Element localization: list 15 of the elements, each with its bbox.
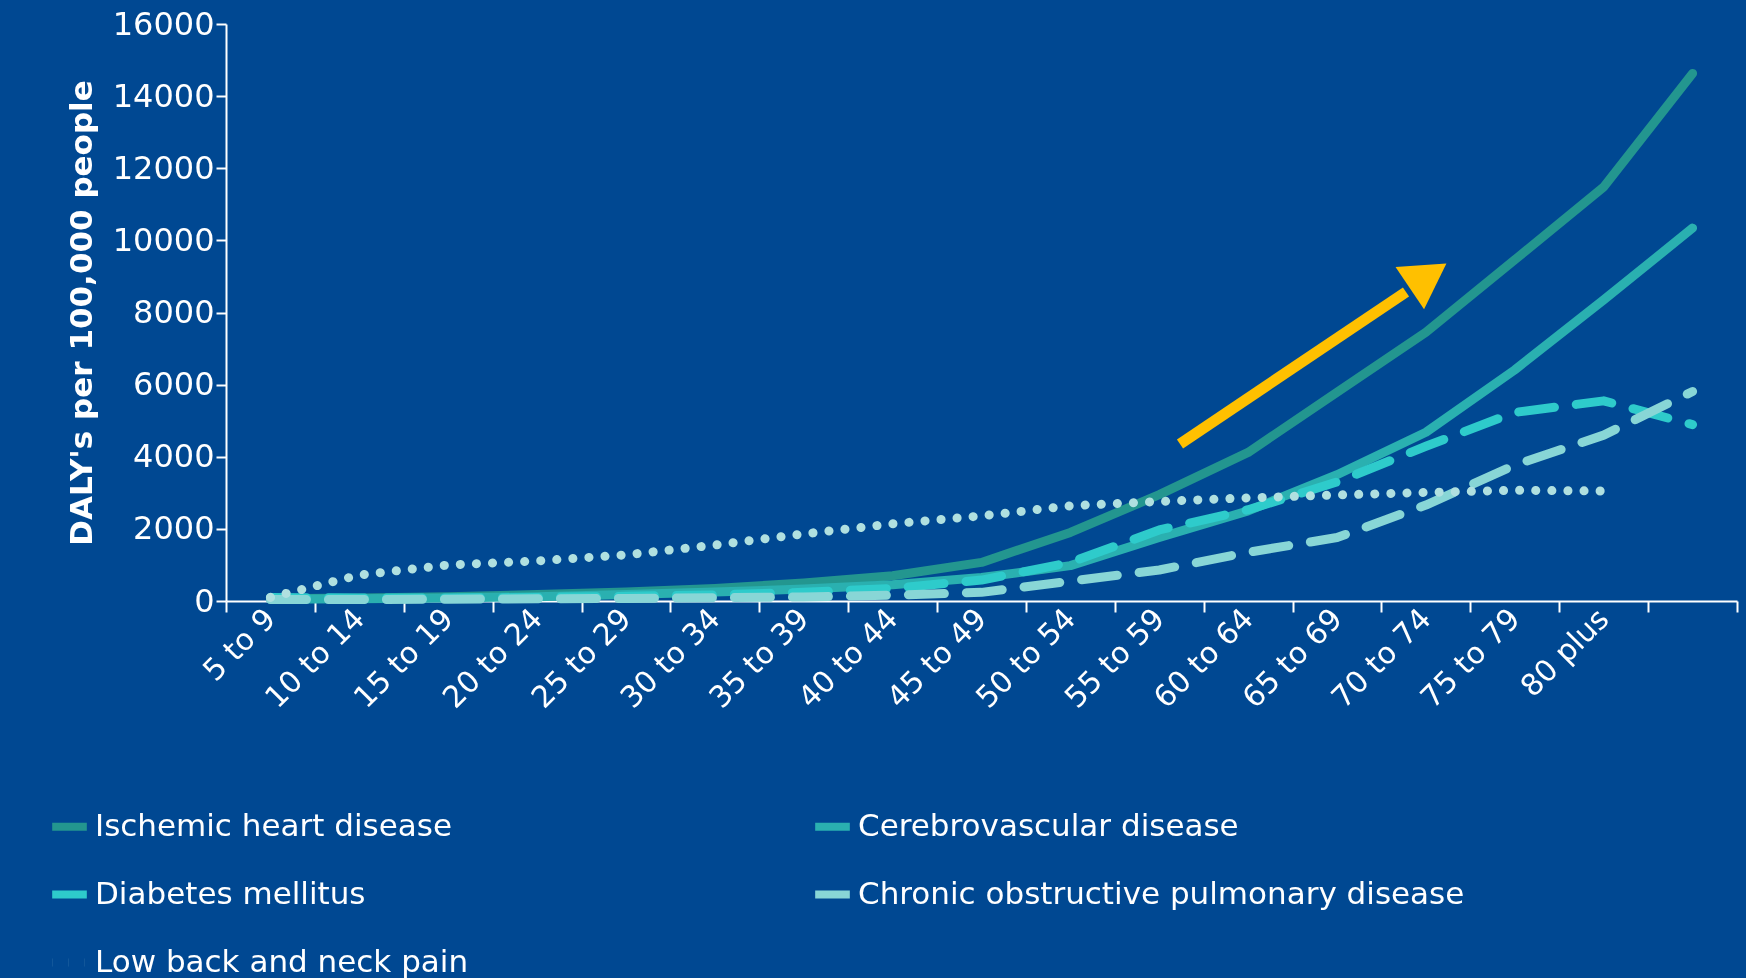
y-tick-label: 10000 xyxy=(112,220,215,259)
legend-label: Ischemic heart disease xyxy=(95,806,452,843)
legend-label: Chronic obstructive pulmonary disease xyxy=(858,874,1465,911)
y-axis-title: DALY's per 100,000 people xyxy=(62,80,99,546)
y-tick-label: 14000 xyxy=(112,76,215,115)
y-tick-label: 12000 xyxy=(112,148,215,187)
legend-label: Low back and neck pain xyxy=(95,942,469,978)
y-tick-label: 2000 xyxy=(133,509,215,548)
legend-label: Cerebrovascular disease xyxy=(858,806,1239,843)
y-tick-label: 6000 xyxy=(133,365,215,404)
y-tick-label: 16000 xyxy=(112,4,215,43)
legend-label: Diabetes mellitus xyxy=(95,874,366,911)
y-tick-label: 8000 xyxy=(133,293,215,331)
y-tick-label: 0 xyxy=(194,581,215,620)
y-tick-label: 4000 xyxy=(133,437,215,476)
